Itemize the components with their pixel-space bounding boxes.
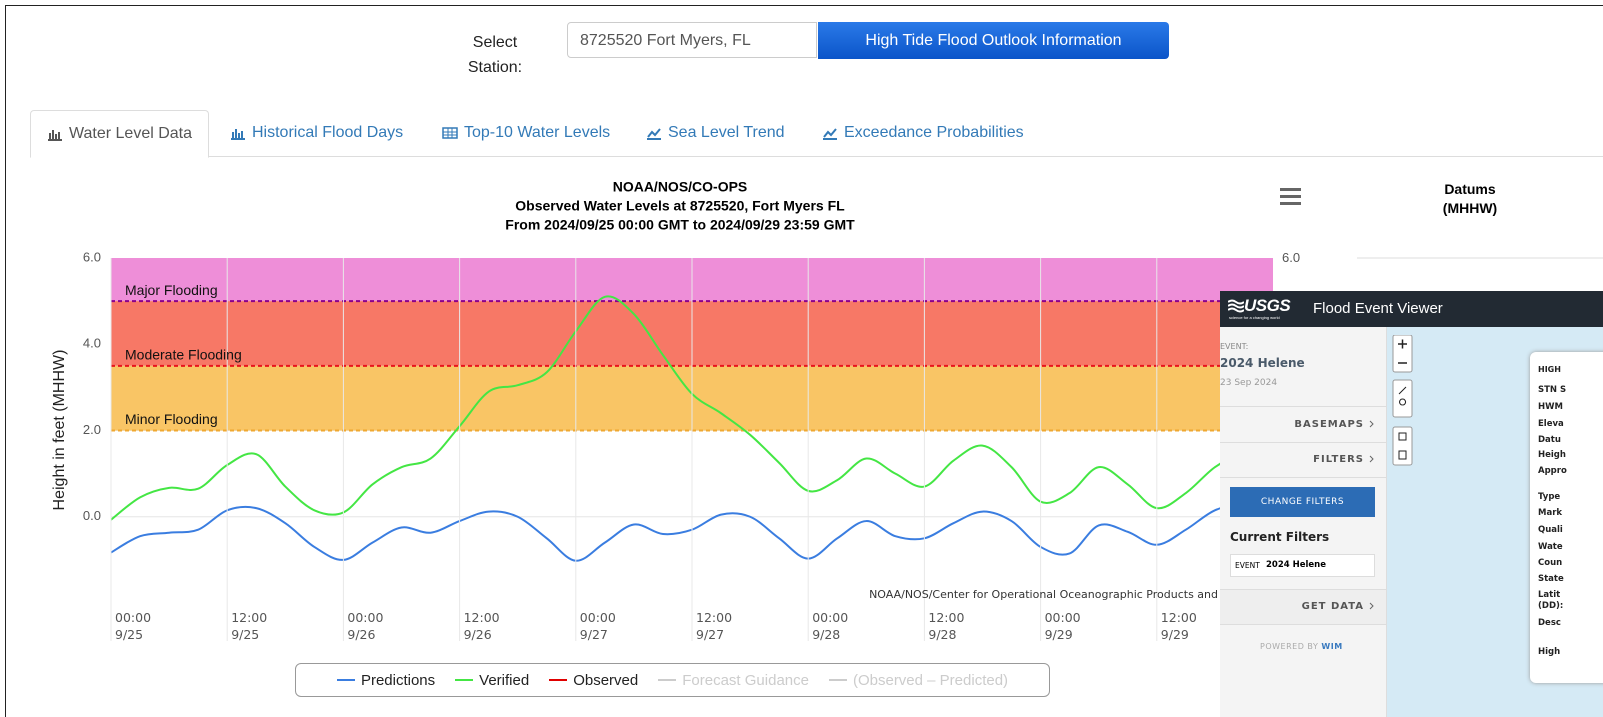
powered-org: WIM [1321,642,1342,651]
x-tick-label: 12:00 9/25 [231,609,275,643]
popup-field: Type [1538,492,1560,502]
legend-swatch [455,678,473,682]
filters-title: Current Filters [1230,530,1329,544]
filter-key: EVENT [1235,561,1260,570]
tab-icon [822,126,838,140]
divider [1220,406,1386,407]
tab-icon [442,126,458,140]
usgs-tagline: science for a changing world [1229,315,1280,320]
tab[interactable]: Top-10 Water Levels [426,110,626,156]
datums-tick: 6.0 [1282,250,1300,265]
popup-field: Eleva [1538,419,1564,429]
change-filters-button[interactable]: CHANGE FILTERS [1230,487,1375,517]
divider [1220,442,1386,443]
threshold-label: Major Flooding [125,282,218,298]
popup-field: Mark [1538,508,1562,518]
legend-swatch [337,678,355,682]
x-tick-label: 12:00 9/29 [1161,609,1205,643]
x-tick-label: 12:00 9/27 [696,609,740,643]
legend-label: Observed [573,672,638,689]
x-tick-label: 00:00 9/26 [347,609,391,643]
tab-icon [646,126,662,140]
usgs-viewer: USGS science for a changing world Flood … [1220,291,1603,717]
powered-text: POWERED BY [1260,642,1318,651]
legend-label: Verified [479,672,529,689]
legend: Predictions Verified Observed Forecast Guid… [295,663,1050,697]
x-tick-label: 12:00 9/26 [464,609,508,643]
legend-item[interactable]: Verified [455,672,529,689]
x-tick-label: 00:00 9/29 [1045,609,1089,643]
filter-box: EVENT 2024 Helene [1230,554,1375,577]
y-tick-label: 2.0 [83,422,101,437]
popup-field: Latit (DD): [1538,590,1568,612]
tab-icon [230,126,246,140]
datums-title: Datums (MHHW) [1425,180,1515,218]
legend-swatch [829,678,847,682]
y-axis-label: Height in feet (MHHW) [51,350,68,511]
chevrons [1368,419,1376,464]
tab[interactable]: Sea Level Trend [630,110,801,156]
legend-label: (Observed – Predicted) [853,672,1008,689]
popup-header: HIGH [1538,365,1561,374]
popup-field: Wate [1538,542,1563,552]
threshold-label: Minor Flooding [125,411,218,427]
tab[interactable]: Water Level Data [30,110,209,158]
page: Select Station: 8725520 Fort Myers, FL H… [0,0,1603,717]
legend-item[interactable]: Observed [549,672,638,689]
y-tick-label: 6.0 [83,249,101,264]
popup-field: State [1538,574,1564,584]
popup-field: Datu [1538,435,1561,445]
legend-swatch [658,678,676,682]
popup: HIGH STN S HWM Eleva Datu Heigh Appro Type Mark… [1530,352,1603,683]
event-label: EVENT: [1220,342,1248,351]
menu-item[interactable]: FILTERS [1313,454,1364,465]
x-tick-label: 00:00 9/27 [580,609,624,643]
chart-subtitle: From 2024/09/25 00:00 GMT to 2024/09/29 … [505,217,855,233]
legend-item[interactable]: Predictions [337,672,435,689]
popup-field: High [1538,647,1560,657]
get-data[interactable]: GET DATA [1302,601,1364,612]
divider [1220,477,1386,478]
legend-item[interactable]: (Observed – Predicted) [829,672,1008,689]
menu-item[interactable]: BASEMAPS [1294,419,1364,430]
filter-value: 2024 Helene [1266,560,1326,570]
popup-field: STN S [1538,385,1566,395]
sidebar: EVENT: 2024 Helene 23 Sep 2024 BASEMAPS … [1220,327,1387,717]
viewer-header: USGS science for a changing world Flood … [1220,291,1603,327]
x-tick-label: 00:00 9/28 [812,609,856,643]
popup-field: Quali [1538,525,1563,535]
y-tick-label: 0.0 [83,508,101,523]
event-name: 2024 Helene [1220,356,1305,370]
chart-subtitle: Observed Water Levels at 8725520, Fort M… [515,198,845,214]
y-tick-label: 4.0 [83,336,101,351]
usgs-logo: USGS [1244,296,1290,316]
tab-icon [47,127,63,141]
viewer-title: Flood Event Viewer [1313,300,1443,317]
chart-title: NOAA/NOS/CO-OPS [613,179,748,195]
usgs-logo-mark [1228,299,1244,313]
popup-field: Desc [1538,618,1561,628]
credit: NOAA/NOS/Center for Operational Oceanogr… [869,588,1218,601]
powered-by: POWERED BY WIM [1260,642,1343,651]
map-controls[interactable] [1392,335,1414,470]
legend-label: Predictions [361,672,435,689]
popup-field: HWM [1538,402,1563,412]
x-tick-label: 12:00 9/28 [928,609,972,643]
legend-swatch [549,678,567,682]
popup-field: Heigh [1538,450,1566,460]
threshold-label: Moderate Flooding [125,347,242,363]
menu-icon[interactable] [1280,188,1301,205]
event-date: 23 Sep 2024 [1220,378,1277,388]
popup-field: Appro [1538,466,1567,476]
popup-field: Coun [1538,558,1562,568]
legend-item[interactable]: Forecast Guidance [658,672,809,689]
x-tick-label: 00:00 9/25 [115,609,159,643]
legend-label: Forecast Guidance [682,672,809,689]
chevron [1368,601,1376,611]
tab[interactable]: Exceedance Probabilities [806,110,1040,156]
tab[interactable]: Historical Flood Days [214,110,419,156]
